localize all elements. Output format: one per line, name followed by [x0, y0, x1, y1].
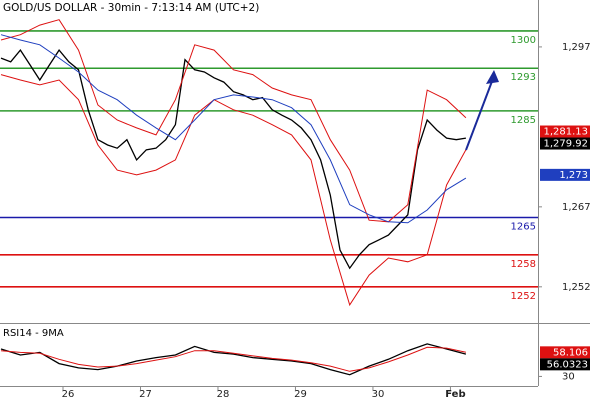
- x-tick-label: Feb: [445, 389, 465, 400]
- plot-layer: [0, 19, 538, 376]
- x-tick-label: 27: [139, 389, 152, 400]
- series-line: [0, 343, 467, 376]
- series-line: [0, 346, 467, 372]
- series-line: [0, 74, 467, 307]
- price-tag: [540, 137, 590, 150]
- price-tag: [540, 358, 590, 371]
- rsi-title: RSI14 - 9MA: [3, 328, 64, 339]
- level-label: 1252: [511, 291, 536, 302]
- price-tag-label: 58.106: [553, 347, 588, 358]
- title-box: [0, 0, 242, 14]
- x-tick-label: 29: [294, 389, 307, 400]
- x-tick-label: 28: [217, 389, 230, 400]
- forecast-arrowhead: [486, 70, 499, 84]
- price-tag-label: 1,273: [559, 170, 588, 181]
- series-line: [0, 49, 467, 270]
- price-tag-label: 56.0323: [547, 359, 588, 370]
- level-label: 1300: [511, 35, 536, 46]
- x-tick-label: 26: [62, 389, 75, 400]
- level-label: 1265: [511, 222, 536, 233]
- rsi-title-box: [0, 326, 70, 339]
- price-tag: [540, 168, 590, 181]
- price-tag-label: 1,281.13: [543, 127, 588, 138]
- level-label: 1258: [511, 259, 536, 270]
- y-tick-label: 30: [562, 371, 575, 382]
- price-tag: [540, 125, 590, 138]
- y-tick-label: 1,252: [562, 282, 590, 293]
- series-line: [0, 34, 467, 224]
- price-tag: [540, 346, 590, 359]
- forecast-arrow: [465, 75, 495, 151]
- chart-title: GOLD/US DOLLAR - 30min - 7:13:14 AM (UTC…: [3, 2, 259, 14]
- y-tick-label: 1,297: [562, 42, 590, 53]
- price-tag-label: 1,279.92: [543, 139, 588, 150]
- level-label: 1293: [511, 72, 536, 83]
- level-label: 1285: [511, 115, 536, 126]
- y-tick-label: 1,267: [562, 202, 590, 213]
- x-tick-label: 30: [372, 389, 385, 400]
